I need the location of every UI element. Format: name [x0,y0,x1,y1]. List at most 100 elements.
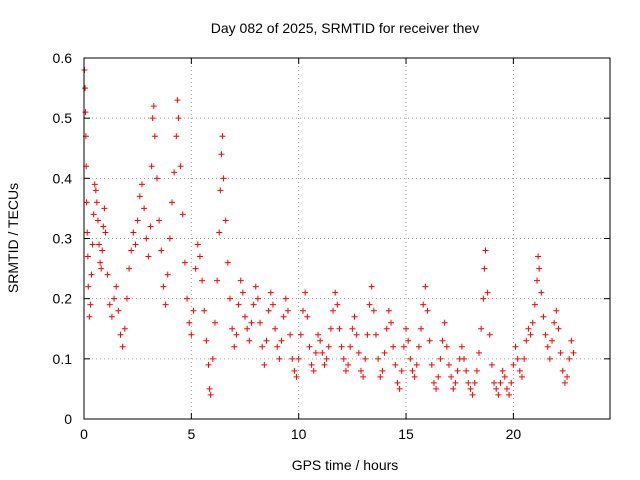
data-point [353,331,360,338]
data-point [169,199,176,206]
data-point [98,265,105,272]
data-point [317,337,324,344]
data-point [516,367,523,374]
data-point [400,343,407,350]
data-point [355,349,362,356]
data-point [409,367,416,374]
data-point [91,181,98,188]
data-point [94,217,101,224]
data-point [420,301,427,308]
data-point [338,343,345,350]
data-point [205,361,212,368]
data-point [450,385,457,392]
data-point [403,325,410,332]
data-point [102,229,109,236]
data-point [261,361,268,368]
data-point [527,331,534,338]
data-point [148,163,155,170]
data-point [284,307,291,314]
data-point [499,367,506,374]
y-tick-label: 0.3 [53,231,73,247]
data-point [89,241,96,248]
data-point [121,325,128,332]
data-point [570,349,577,356]
data-point [557,349,564,356]
data-point [422,283,429,290]
data-point [433,385,440,392]
data-point [370,307,377,314]
data-point [398,367,405,374]
data-point [175,115,182,122]
y-axis-title: SRMTID / TECUs [5,183,21,293]
data-point [209,355,216,362]
data-point [486,331,493,338]
data-point [325,343,332,350]
data-point [471,379,478,386]
data-point [150,103,157,110]
data-point [239,289,246,296]
data-point [418,325,425,332]
data-point [357,367,364,374]
data-point [218,151,225,158]
data-point [226,295,233,302]
data-point [93,199,100,206]
data-point [242,313,249,320]
data-point [267,289,274,296]
data-point [254,295,261,302]
data-point [310,367,317,374]
data-point [207,391,214,398]
data-point [512,343,519,350]
data-point [535,253,542,260]
data-point [274,343,281,350]
data-point [330,307,337,314]
data-point [351,313,358,320]
x-axis-title: GPS time / hours [292,457,399,473]
data-point [111,295,118,302]
data-point [282,295,289,302]
x-tick-label: 15 [398,426,414,442]
data-point [99,247,106,254]
data-point [299,307,306,314]
data-point [488,361,495,368]
data-point [106,301,113,308]
data-point [415,343,422,350]
data-point [469,391,476,398]
x-tick-label: 20 [506,426,522,442]
data-point [388,319,395,326]
data-point [199,277,206,284]
data-point [83,199,90,206]
data-point [244,325,251,332]
data-point [566,355,573,362]
data-point [308,361,315,368]
data-point [141,205,148,212]
tick-labels: 0 0.1 0.2 0.3 0.4 0.5 0.6 0 5 10 15 20 [53,50,522,442]
data-point [405,337,412,344]
data-point [523,337,530,344]
data-point [90,211,97,218]
data-point [319,349,326,356]
data-point [259,343,266,350]
data-point [82,85,89,92]
data-point [84,253,91,260]
data-point [149,115,156,122]
data-point [445,361,452,368]
data-point [345,361,352,368]
data-point [85,283,92,290]
data-point [481,265,488,272]
data-point [86,313,93,320]
data-point [306,343,313,350]
data-point [235,301,242,308]
data-point [428,361,435,368]
data-point [184,295,191,302]
data-point [360,373,367,380]
x-tick-label: 10 [291,426,307,442]
data-point [501,373,508,380]
data-point [134,217,141,224]
y-tick-label: 0.4 [53,170,73,186]
data-point [514,355,521,362]
data-point [156,217,163,224]
data-point [377,373,384,380]
data-point [551,319,558,326]
data-point [385,307,392,314]
data-point [493,385,500,392]
